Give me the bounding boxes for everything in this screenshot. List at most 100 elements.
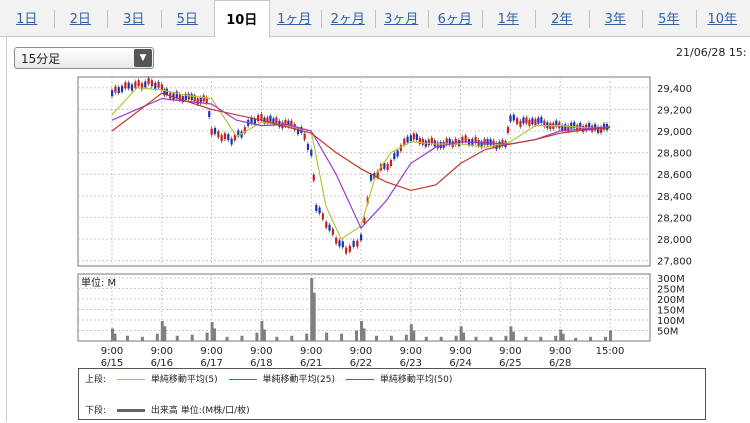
x-tick-time: 9:00 — [350, 346, 372, 357]
volume-bar — [163, 326, 167, 341]
candle-body — [399, 145, 403, 152]
volume-bar — [409, 324, 413, 341]
volume-bar — [255, 332, 259, 341]
candle-body — [144, 81, 147, 88]
candle-body — [240, 131, 243, 138]
legend-lower-label: 下段: — [85, 406, 107, 416]
candle-body — [516, 118, 519, 125]
volume-tick-label: 50M — [657, 327, 678, 338]
tab-10[interactable]: 2年 — [551, 12, 573, 27]
tab-3[interactable]: 5日 — [176, 12, 198, 27]
tab-separator — [535, 10, 536, 28]
tab-6[interactable]: 2ヶ月 — [330, 12, 365, 27]
tab-separator — [53, 10, 55, 28]
candle-body — [227, 134, 230, 141]
tab-8[interactable]: 6ヶ月 — [437, 12, 472, 27]
volume-bar — [539, 336, 543, 341]
tab-12[interactable]: 5年 — [658, 12, 680, 27]
tab-2[interactable]: 3日 — [123, 12, 145, 27]
legend-ma5-label: 単純移動平均(5) — [150, 375, 218, 385]
volume-bar — [240, 335, 244, 341]
candle-body — [150, 80, 154, 87]
volume-bar — [210, 322, 214, 341]
volume-tick-label: 250M — [657, 285, 685, 296]
candle-body — [287, 120, 290, 127]
candle-body — [165, 88, 168, 95]
candle-body — [534, 119, 537, 126]
candle-body — [178, 94, 181, 101]
tab-separator — [428, 10, 429, 28]
candle-body — [163, 89, 166, 96]
ma5-line — [111, 87, 610, 240]
tab-11[interactable]: 3年 — [604, 12, 626, 27]
tab-9[interactable]: 1年 — [497, 12, 519, 27]
candle-body — [243, 127, 246, 134]
candle-body — [290, 120, 293, 127]
candle-body — [300, 126, 303, 133]
x-tick-date: 6/25 — [499, 358, 521, 369]
interval-select-value: 15分足 — [21, 52, 61, 66]
candle-body — [561, 125, 564, 132]
legend-volume-swatch — [116, 409, 145, 412]
candle-body — [315, 204, 318, 211]
tab-separator — [695, 10, 697, 28]
candle-body — [522, 117, 525, 124]
x-tick-date: 6/22 — [350, 358, 372, 369]
candle-body — [445, 138, 448, 145]
candle-body — [134, 81, 137, 88]
volume-bar — [205, 332, 209, 341]
tab-5[interactable]: 1ヶ月 — [277, 12, 312, 27]
volume-bar — [355, 330, 359, 341]
candle-body — [348, 245, 351, 252]
candle-body — [341, 241, 344, 248]
legend-upper-row: 上段: 単純移動平均(5) 単純移動平均(25) 単純移動平均(50) — [85, 372, 452, 385]
volume-bar — [439, 336, 443, 341]
volume-bar — [604, 336, 608, 341]
candle-body — [512, 114, 515, 121]
candle-body — [457, 140, 461, 147]
candle-body — [474, 136, 477, 143]
interval-select[interactable]: 15分足 ▼ — [14, 47, 154, 69]
tab-13[interactable]: 10年 — [707, 12, 738, 27]
candle-body — [389, 160, 393, 167]
volume-tick-label: 300M — [657, 274, 685, 285]
candle-body — [519, 120, 522, 127]
candle-body — [421, 138, 424, 145]
tab-0[interactable]: 1日 — [16, 12, 38, 27]
candle-body — [120, 86, 124, 93]
candle-body — [303, 133, 306, 140]
tab-4[interactable]: 10日 — [214, 0, 270, 38]
x-tick-time: 9:00 — [250, 346, 272, 357]
candle-body — [205, 97, 208, 104]
chevron-down-icon[interactable]: ▼ — [134, 49, 152, 67]
volume-bar — [155, 333, 159, 341]
price-tick-label: 28,000 — [657, 235, 692, 246]
volume-bar — [474, 336, 478, 341]
candle-body — [210, 128, 213, 135]
price-tick-label: 29,400 — [657, 84, 692, 95]
candle-body — [278, 120, 281, 127]
candle-body — [213, 127, 217, 134]
chart-legend: 上段: 単純移動平均(5) 単純移動平均(25) 単純移動平均(50) 下段: … — [78, 368, 706, 420]
volume-bar — [260, 321, 264, 341]
candle-body — [439, 142, 442, 149]
x-tick-date: 6/28 — [549, 358, 571, 369]
x-tick-time: 9:00 — [300, 346, 322, 357]
candle-body — [284, 120, 287, 127]
candle-body — [328, 224, 331, 231]
candle-body — [160, 84, 163, 91]
x-tick-date: 6/24 — [449, 358, 471, 369]
tab-1[interactable]: 2日 — [69, 12, 91, 27]
candle-body — [220, 135, 223, 142]
candle-body — [321, 213, 325, 220]
price-tick-label: 29,000 — [657, 127, 692, 138]
candle-body — [386, 163, 389, 170]
x-tick-time: 15:00 — [596, 346, 625, 357]
tab-7[interactable]: 3ヶ月 — [384, 12, 419, 27]
candle-body — [528, 119, 531, 126]
volume-bar — [589, 336, 593, 341]
price-tick-label: 28,600 — [657, 170, 692, 181]
candle-body — [187, 93, 190, 100]
tab-separator — [107, 10, 108, 28]
volume-bar — [412, 330, 416, 341]
